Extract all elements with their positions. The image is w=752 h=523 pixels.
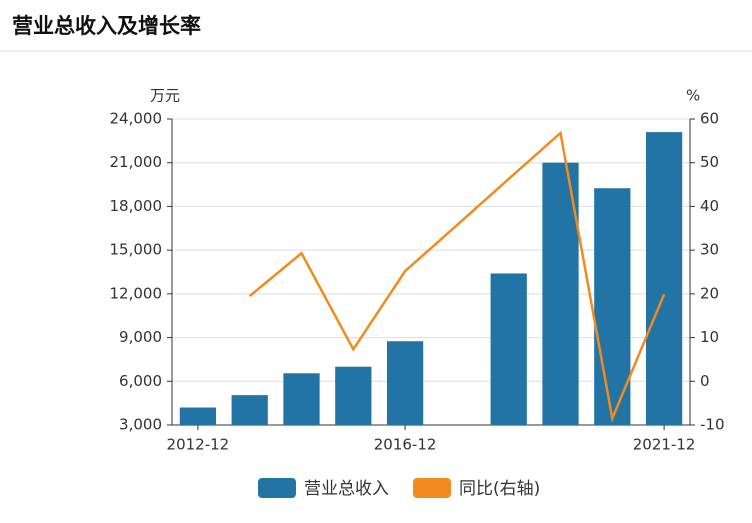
y2-tick-label: -10 [700, 416, 725, 434]
y-tick-label: 21,000 [110, 153, 163, 171]
y2-tick-label: 10 [700, 328, 719, 346]
y2-tick-label: 0 [700, 372, 710, 390]
bar [386, 341, 424, 425]
y2-tick-label: 40 [700, 197, 719, 215]
y2-tick-label: 60 [700, 110, 719, 128]
legend-label: 营业总收入 [304, 479, 389, 499]
x-tick-label: 2021-12 [633, 436, 696, 454]
y-tick-label: 18,000 [110, 197, 163, 215]
y2-unit: % [686, 87, 700, 105]
bar [594, 188, 631, 425]
y-tick-label: 3,000 [119, 416, 162, 434]
legend-label: 同比(右轴) [459, 479, 540, 499]
y-tick-label: 24,000 [110, 110, 163, 128]
bar [179, 407, 217, 425]
legend-swatch [413, 478, 451, 498]
y-unit: 万元 [150, 87, 180, 105]
y2-tick-label: 50 [700, 153, 719, 171]
legend-swatch [258, 478, 296, 498]
bar [645, 132, 683, 425]
bar [335, 366, 372, 425]
y-tick-label: 15,000 [110, 241, 163, 259]
y-tick-label: 6,000 [119, 372, 162, 390]
y2-tick-label: 20 [700, 284, 719, 302]
x-tick-label: 2012-12 [167, 436, 230, 454]
x-tick-label: 2016-12 [374, 436, 437, 454]
bar [283, 373, 320, 425]
y-tick-label: 9,000 [119, 328, 162, 346]
page-title: 营业总收入及增长率 [12, 14, 201, 38]
bar [231, 395, 268, 425]
line [248, 130, 666, 423]
y-tick-label: 12,000 [110, 284, 163, 302]
y2-tick-label: 30 [700, 241, 719, 259]
bar [490, 273, 527, 425]
